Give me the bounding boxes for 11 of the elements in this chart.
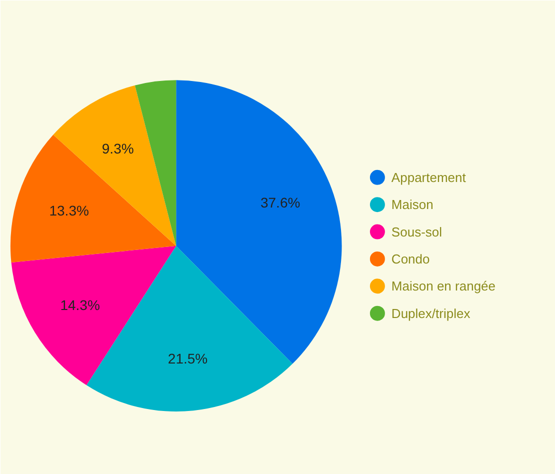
data-label: 13.3% bbox=[49, 202, 89, 218]
legend-label: Condo bbox=[391, 251, 430, 266]
data-label: 14.3% bbox=[60, 297, 100, 314]
data-label: 21.5% bbox=[168, 350, 208, 367]
data-label: 37.6% bbox=[260, 194, 300, 211]
legend-label: Sous-sol bbox=[391, 224, 442, 240]
legend-label: Maison en rangée bbox=[391, 278, 496, 294]
legend-label: Maison bbox=[391, 197, 434, 212]
legend-label: Duplex/triplex bbox=[391, 306, 471, 321]
legend-label: Appartement bbox=[391, 170, 466, 185]
data-label: 9.3% bbox=[102, 140, 134, 157]
